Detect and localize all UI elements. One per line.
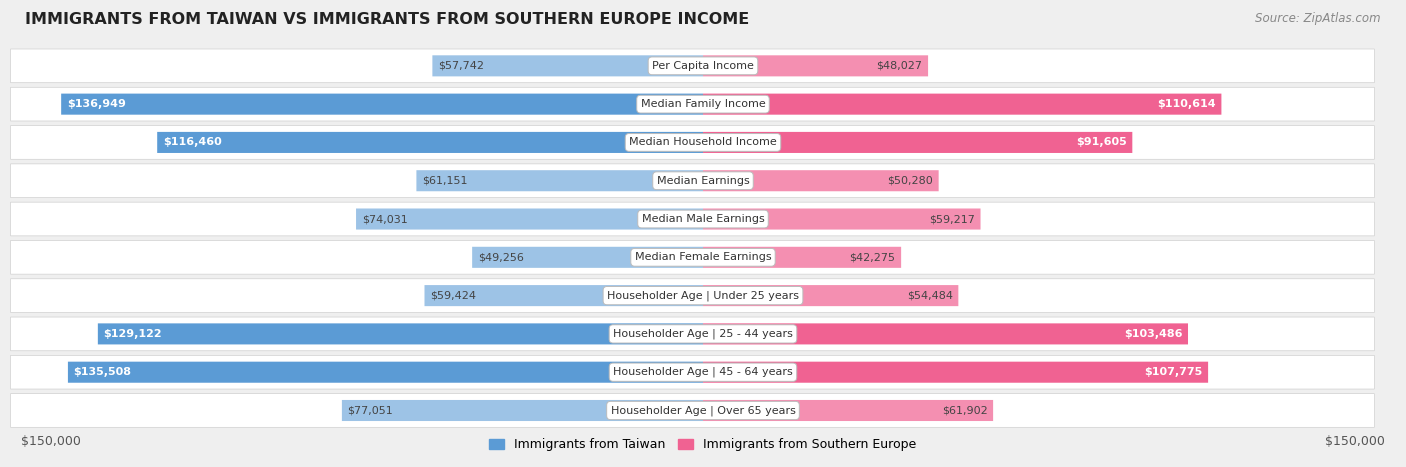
Text: $42,275: $42,275 bbox=[849, 252, 896, 262]
FancyBboxPatch shape bbox=[356, 208, 703, 230]
FancyBboxPatch shape bbox=[425, 285, 703, 306]
Text: Median Family Income: Median Family Income bbox=[641, 99, 765, 109]
FancyBboxPatch shape bbox=[11, 394, 1374, 427]
Text: $135,508: $135,508 bbox=[73, 367, 132, 377]
Text: Median Male Earnings: Median Male Earnings bbox=[641, 214, 765, 224]
FancyBboxPatch shape bbox=[11, 164, 1374, 198]
Text: Median Earnings: Median Earnings bbox=[657, 176, 749, 186]
FancyBboxPatch shape bbox=[11, 241, 1374, 274]
FancyBboxPatch shape bbox=[98, 323, 703, 345]
FancyBboxPatch shape bbox=[703, 247, 901, 268]
FancyBboxPatch shape bbox=[342, 400, 703, 421]
FancyBboxPatch shape bbox=[416, 170, 703, 191]
FancyBboxPatch shape bbox=[11, 126, 1374, 159]
FancyBboxPatch shape bbox=[157, 132, 703, 153]
FancyBboxPatch shape bbox=[11, 279, 1374, 312]
Text: $61,151: $61,151 bbox=[422, 176, 468, 186]
FancyBboxPatch shape bbox=[11, 87, 1374, 121]
Text: $61,902: $61,902 bbox=[942, 405, 987, 416]
FancyBboxPatch shape bbox=[703, 323, 1188, 345]
Text: $107,775: $107,775 bbox=[1144, 367, 1202, 377]
FancyBboxPatch shape bbox=[703, 132, 1132, 153]
Text: $50,280: $50,280 bbox=[887, 176, 934, 186]
FancyBboxPatch shape bbox=[703, 208, 980, 230]
Text: Source: ZipAtlas.com: Source: ZipAtlas.com bbox=[1256, 12, 1381, 25]
FancyBboxPatch shape bbox=[11, 317, 1374, 351]
FancyBboxPatch shape bbox=[703, 93, 1222, 115]
Text: $116,460: $116,460 bbox=[163, 137, 222, 148]
Text: Per Capita Income: Per Capita Income bbox=[652, 61, 754, 71]
FancyBboxPatch shape bbox=[703, 400, 993, 421]
Text: Median Household Income: Median Household Income bbox=[628, 137, 778, 148]
Text: Householder Age | Over 65 years: Householder Age | Over 65 years bbox=[610, 405, 796, 416]
Text: $150,000: $150,000 bbox=[21, 435, 82, 448]
Text: $103,486: $103,486 bbox=[1123, 329, 1182, 339]
Text: $57,742: $57,742 bbox=[439, 61, 484, 71]
FancyBboxPatch shape bbox=[703, 170, 939, 191]
FancyBboxPatch shape bbox=[67, 361, 703, 383]
FancyBboxPatch shape bbox=[62, 93, 703, 115]
Text: $59,217: $59,217 bbox=[929, 214, 974, 224]
Text: $136,949: $136,949 bbox=[67, 99, 125, 109]
Text: $110,614: $110,614 bbox=[1157, 99, 1216, 109]
Text: $48,027: $48,027 bbox=[876, 61, 922, 71]
FancyBboxPatch shape bbox=[11, 49, 1374, 83]
Text: IMMIGRANTS FROM TAIWAN VS IMMIGRANTS FROM SOUTHERN EUROPE INCOME: IMMIGRANTS FROM TAIWAN VS IMMIGRANTS FRO… bbox=[25, 12, 749, 27]
Text: $59,424: $59,424 bbox=[430, 290, 477, 301]
Text: $74,031: $74,031 bbox=[361, 214, 408, 224]
Text: Householder Age | Under 25 years: Householder Age | Under 25 years bbox=[607, 290, 799, 301]
FancyBboxPatch shape bbox=[703, 361, 1208, 383]
Text: Householder Age | 45 - 64 years: Householder Age | 45 - 64 years bbox=[613, 367, 793, 377]
Text: $77,051: $77,051 bbox=[347, 405, 394, 416]
Text: $91,605: $91,605 bbox=[1076, 137, 1126, 148]
FancyBboxPatch shape bbox=[703, 55, 928, 77]
FancyBboxPatch shape bbox=[11, 355, 1374, 389]
FancyBboxPatch shape bbox=[433, 55, 703, 77]
Legend: Immigrants from Taiwan, Immigrants from Southern Europe: Immigrants from Taiwan, Immigrants from … bbox=[485, 433, 921, 456]
Text: $49,256: $49,256 bbox=[478, 252, 523, 262]
Text: Householder Age | 25 - 44 years: Householder Age | 25 - 44 years bbox=[613, 329, 793, 339]
Text: Median Female Earnings: Median Female Earnings bbox=[634, 252, 772, 262]
FancyBboxPatch shape bbox=[472, 247, 703, 268]
FancyBboxPatch shape bbox=[11, 202, 1374, 236]
Text: $150,000: $150,000 bbox=[1324, 435, 1385, 448]
FancyBboxPatch shape bbox=[703, 285, 959, 306]
Text: $129,122: $129,122 bbox=[104, 329, 162, 339]
Text: $54,484: $54,484 bbox=[907, 290, 953, 301]
